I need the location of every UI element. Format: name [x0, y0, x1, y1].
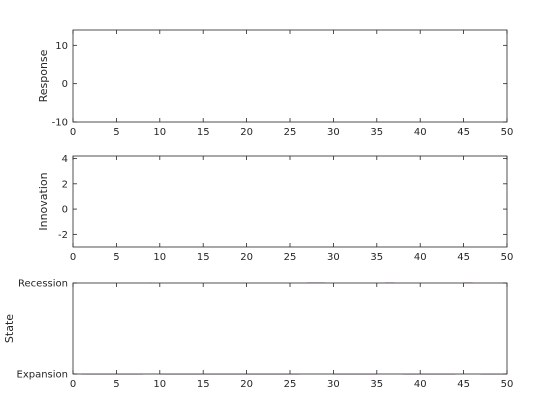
state-x-tick-label: 20 [240, 379, 253, 390]
response-x-tick-label: 10 [153, 127, 166, 138]
innovation-y-tick-label: 4 [62, 154, 68, 165]
state-y-axis-label: State [3, 314, 16, 343]
response-x-tick-label: 40 [414, 127, 427, 138]
innovation-x-tick-label: 10 [153, 252, 166, 263]
innovation-x-tick-label: 15 [197, 252, 210, 263]
response-y-axis-label: Response [37, 49, 50, 102]
state-x-tick-label: 0 [70, 379, 76, 390]
state-x-tick-label: 35 [370, 379, 383, 390]
innovation-x-tick-label: 5 [113, 252, 119, 263]
state-x-tick-label: 50 [501, 379, 514, 390]
state-x-tick-label: 15 [197, 379, 210, 390]
state-y-tick-label: Recession [18, 279, 68, 290]
innovation-axes-box [72, 155, 508, 248]
state-x-tick-label: 30 [327, 379, 340, 390]
innovation-x-tick-label: 25 [284, 252, 297, 263]
innovation-x-tick-label: 40 [414, 252, 427, 263]
innovation-y-tick-label: 0 [62, 205, 68, 216]
response-x-tick-label: 20 [240, 127, 253, 138]
response-y-tick-label: -10 [52, 118, 68, 129]
state-x-tick-label: 25 [284, 379, 297, 390]
innovation-x-tick-label: 35 [370, 252, 383, 263]
response-x-tick-label: 45 [457, 127, 470, 138]
state-x-tick-label: 40 [414, 379, 427, 390]
response-x-tick-label: 5 [113, 127, 119, 138]
response-x-tick-label: 50 [501, 127, 514, 138]
innovation-y-axis-label: Innovation [37, 172, 50, 230]
innovation-y-tick-label: -2 [58, 230, 68, 241]
state-y-tick-label: Expansion [17, 370, 69, 381]
innovation-x-tick-label: 30 [327, 252, 340, 263]
response-x-tick-label: 25 [284, 127, 297, 138]
response-x-tick-label: 35 [370, 127, 383, 138]
state-x-tick-label: 45 [457, 379, 470, 390]
innovation-x-tick-label: 20 [240, 252, 253, 263]
innovation-y-tick-label: 2 [62, 179, 68, 190]
response-y-tick-label: 0 [62, 79, 68, 90]
innovation-x-tick-label: 0 [70, 252, 76, 263]
response-x-tick-label: 30 [327, 127, 340, 138]
innovation-x-tick-label: 50 [501, 252, 514, 263]
response-x-tick-label: 0 [70, 127, 76, 138]
state-x-tick-label: 5 [113, 379, 119, 390]
innovation-x-tick-label: 45 [457, 252, 470, 263]
state-x-tick-label: 10 [153, 379, 166, 390]
response-axes-box [72, 29, 508, 123]
response-y-tick-label: 10 [55, 41, 68, 52]
state-axes-box [72, 282, 508, 375]
state-panel: 0 5 10 15 20 25 30 35 40 45 50 Expansion Recession St… [3, 279, 513, 391]
response-x-tick-label: 15 [197, 127, 210, 138]
